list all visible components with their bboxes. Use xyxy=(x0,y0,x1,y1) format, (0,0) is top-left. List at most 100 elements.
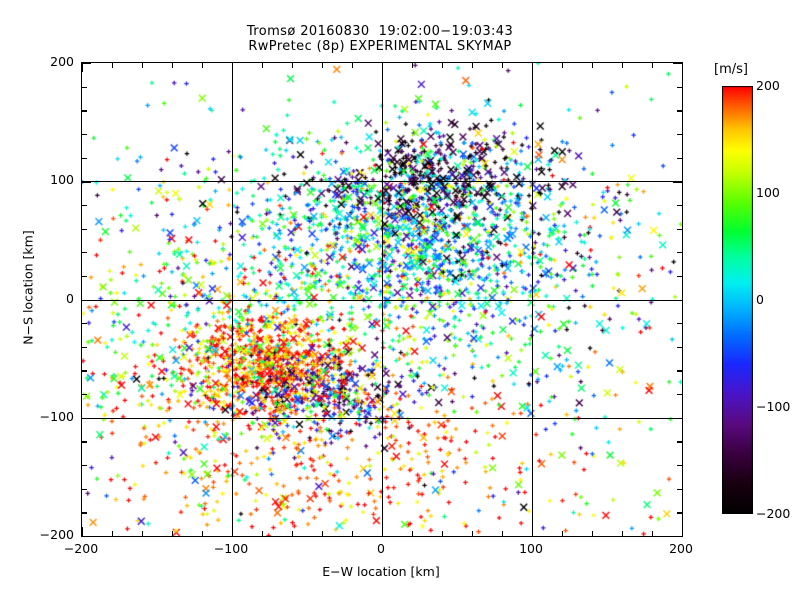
colorbar-tick-label: −100 xyxy=(756,399,791,414)
x-tick-mark xyxy=(322,531,324,536)
y-tick-mark xyxy=(82,417,91,420)
gridline-vertical xyxy=(532,63,533,536)
title-line-1: Tromsø 20160830 19:02:00−19:03:43 xyxy=(246,24,514,39)
y-axis-title: N−S location [km] xyxy=(20,230,36,345)
x-tick-mark xyxy=(532,527,534,536)
y-tick-mark xyxy=(677,157,682,159)
y-tick-mark xyxy=(677,204,682,207)
x-tick-mark xyxy=(682,63,684,72)
x-tick-mark xyxy=(202,63,204,68)
y-tick-mark xyxy=(82,275,87,278)
title-line-2: RwPretec (8p) EXPERIMENTAL SKYMAP xyxy=(248,39,512,54)
x-tick-mark xyxy=(472,531,474,536)
x-axis-tick-labels: −200 −100 0 100 200 xyxy=(64,541,693,561)
plot-frame xyxy=(81,62,684,538)
colorbar-tick-label: −200 xyxy=(756,506,791,521)
x-tick-mark xyxy=(382,527,384,536)
x-tick-mark xyxy=(352,531,354,536)
x-tick-label: −200 xyxy=(63,541,99,556)
x-tick-mark xyxy=(262,63,264,68)
y-tick-mark xyxy=(673,63,682,65)
x-tick-mark xyxy=(412,63,414,68)
y-tick-mark xyxy=(677,370,682,372)
x-tick-mark xyxy=(142,63,144,68)
y-tick-mark xyxy=(82,512,87,514)
x-tick-mark xyxy=(142,531,144,536)
x-tick-label: 100 xyxy=(519,541,543,556)
colorbar-tick-label: 100 xyxy=(756,185,780,200)
x-tick-mark xyxy=(442,531,444,536)
x-axis-title: E−W location [km] xyxy=(322,564,440,579)
x-tick-label: 0 xyxy=(377,541,385,556)
x-tick-mark xyxy=(472,63,474,68)
y-tick-mark xyxy=(82,299,91,301)
y-tick-mark xyxy=(82,465,87,467)
y-tick-mark xyxy=(82,110,87,112)
y-tick-label: −100 xyxy=(39,408,74,424)
x-tick-mark xyxy=(652,63,654,68)
x-tick-mark xyxy=(202,531,204,536)
y-tick-label: 100 xyxy=(50,172,74,188)
x-tick-mark xyxy=(502,63,504,68)
colorbar xyxy=(722,86,753,514)
y-tick-mark xyxy=(677,323,682,325)
x-tick-mark xyxy=(562,531,564,536)
figure-title: Tromsø 20160830 19:02:00−19:03:43 RwPret… xyxy=(0,24,760,54)
y-tick-mark xyxy=(677,488,682,490)
y-tick-mark xyxy=(82,252,87,254)
x-tick-mark xyxy=(652,531,654,536)
x-tick-mark xyxy=(292,63,294,68)
y-tick-label: 0 xyxy=(66,290,74,306)
x-tick-mark xyxy=(322,63,324,68)
y-tick-mark xyxy=(82,441,87,443)
x-tick-mark xyxy=(682,527,684,536)
y-tick-mark xyxy=(673,181,682,183)
x-tick-label: 200 xyxy=(669,541,693,556)
y-tick-mark xyxy=(82,86,87,88)
y-tick-mark xyxy=(82,181,91,183)
colorbar-unit-label: [m/s] xyxy=(714,62,748,77)
y-tick-mark xyxy=(673,536,682,538)
colorbar-gradient xyxy=(722,86,753,514)
x-tick-mark xyxy=(172,63,174,68)
y-tick-mark xyxy=(82,157,87,159)
y-tick-mark xyxy=(82,228,87,230)
y-tick-mark xyxy=(677,512,682,514)
x-tick-mark xyxy=(262,531,264,536)
colorbar-tick-label: 0 xyxy=(756,292,764,307)
x-tick-mark xyxy=(622,531,624,536)
x-tick-mark xyxy=(292,531,294,536)
y-tick-mark xyxy=(82,488,87,490)
y-tick-mark xyxy=(677,110,682,112)
x-tick-mark xyxy=(382,63,384,72)
x-tick-mark xyxy=(442,63,444,68)
x-tick-mark xyxy=(112,531,114,536)
x-tick-mark xyxy=(502,531,504,536)
y-tick-mark xyxy=(677,275,682,278)
colorbar-tick-label: 200 xyxy=(756,78,780,93)
y-tick-mark xyxy=(677,441,682,443)
x-tick-mark xyxy=(592,63,594,68)
y-tick-mark xyxy=(82,394,87,396)
x-tick-mark xyxy=(232,527,234,536)
y-tick-mark xyxy=(677,133,682,136)
x-tick-label: −100 xyxy=(213,541,249,556)
y-tick-mark xyxy=(82,536,91,538)
y-tick-mark xyxy=(82,133,87,136)
y-tick-mark xyxy=(677,346,682,349)
x-tick-mark xyxy=(352,63,354,68)
y-tick-mark xyxy=(82,370,87,372)
x-tick-mark xyxy=(622,63,624,68)
y-tick-mark xyxy=(677,394,682,396)
x-tick-mark xyxy=(82,63,84,72)
colorbar-tick-labels: 200 100 0 −100 −200 xyxy=(756,79,800,520)
x-tick-mark xyxy=(232,63,234,72)
y-axis-tick-labels: −200 −100 0 100 200 xyxy=(24,55,74,541)
y-tick-mark xyxy=(673,417,682,420)
y-tick-mark xyxy=(673,299,682,301)
x-tick-mark xyxy=(172,531,174,536)
x-tick-mark xyxy=(562,63,564,68)
y-tick-mark xyxy=(677,465,682,467)
y-tick-mark xyxy=(677,228,682,230)
